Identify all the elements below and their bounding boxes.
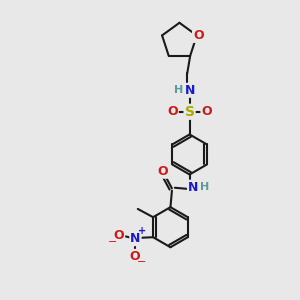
Text: O: O <box>193 29 204 42</box>
Text: O: O <box>167 105 178 118</box>
Text: S: S <box>184 105 195 119</box>
Text: H: H <box>174 85 184 95</box>
Text: +: + <box>138 226 146 236</box>
Text: O: O <box>201 105 212 118</box>
Text: O: O <box>114 229 124 242</box>
Text: N: N <box>184 84 195 97</box>
Text: O: O <box>130 250 140 263</box>
Text: −: − <box>108 237 117 247</box>
Text: −: − <box>136 256 146 267</box>
Text: H: H <box>200 182 209 192</box>
Text: O: O <box>157 165 167 178</box>
Text: N: N <box>188 181 198 194</box>
Text: N: N <box>130 232 141 245</box>
